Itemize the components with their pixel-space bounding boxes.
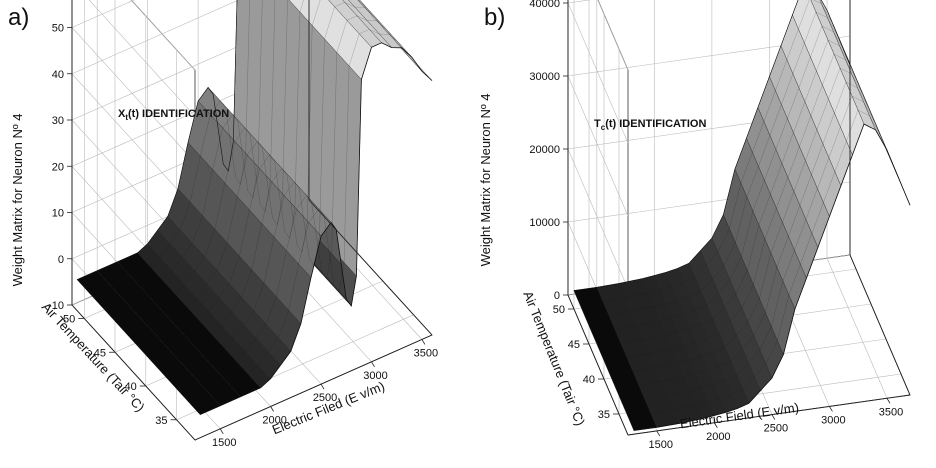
- surface-mesh-line: [113, 0, 276, 321]
- y-tick-label: 35: [598, 409, 610, 421]
- y-tick-label: 50: [553, 304, 565, 316]
- annotation-a: Xt(t) IDENTIFICATION: [118, 108, 229, 122]
- z-tick-label: 10: [52, 208, 64, 220]
- x-tick: [829, 406, 833, 412]
- x-tick: [421, 339, 426, 345]
- surface-mesh-line: [138, 0, 371, 348]
- y-tick-label: 40: [125, 381, 137, 393]
- surface-mesh-line: [609, 67, 887, 375]
- x-tick: [270, 406, 274, 412]
- surface: [573, 0, 911, 431]
- x-tick-label: 2500: [764, 423, 788, 435]
- right-floor-edge: [849, 254, 911, 396]
- z-tick-label: 20000: [529, 144, 560, 156]
- box-frame: [567, 0, 911, 436]
- surface-mesh-line: [187, 29, 420, 402]
- surface-mesh-line: [603, 53, 881, 361]
- chart-panel-b: b) 0100002000030000400005000015002000250…: [468, 0, 936, 468]
- surface-mesh-line: [621, 95, 899, 403]
- z-tick-label: 40: [52, 69, 64, 81]
- right-floor-edge: [308, 199, 433, 336]
- surface-mesh-line: [126, 0, 288, 334]
- z-gridline: [88, 0, 196, 117]
- y-tick-label: 45: [94, 347, 106, 359]
- x-tick: [656, 430, 661, 437]
- surface-mesh-line: [591, 25, 869, 333]
- y-tick-label: 35: [155, 415, 167, 427]
- x-tick-label: 3000: [821, 414, 845, 426]
- annotation-a-main: X: [118, 108, 126, 120]
- z-gridline: [130, 0, 196, 71]
- x-tick-label: 1500: [212, 437, 236, 449]
- annotation-b: Tc(t) IDENTIFICATION: [594, 118, 706, 132]
- z-tick-label: 0: [554, 290, 560, 302]
- z-tick-label: 20: [52, 161, 64, 173]
- y-tick-label: 45: [568, 339, 580, 351]
- z-tick-label: 40000: [529, 0, 560, 10]
- x-tick-label: 2500: [313, 392, 337, 404]
- surface-front-edge: [633, 123, 911, 431]
- x-tick-label: 2000: [706, 431, 730, 443]
- z-tick-label: 30: [52, 115, 64, 127]
- surface: [76, 0, 433, 415]
- y-tick-label: 50: [63, 314, 75, 326]
- surface-mesh-line: [615, 81, 893, 389]
- x-tick: [371, 361, 375, 368]
- annotation-a-sub: t: [125, 113, 129, 123]
- z-gridline: [597, 0, 629, 71]
- panel-letter-b: b): [484, 4, 506, 31]
- surface-mesh-line: [101, 0, 263, 307]
- annotation-b-sub: c: [600, 123, 606, 133]
- surface-mesh-line: [585, 11, 863, 319]
- surface-mesh-line: [89, 0, 250, 294]
- x-tick-label: 3500: [879, 406, 903, 418]
- y-axis-line: [71, 304, 196, 441]
- annotation-b-rest: (t) IDENTIFICATION: [605, 118, 707, 130]
- surface-back-edge: [573, 0, 851, 291]
- x-tick: [771, 414, 776, 420]
- z-axis-label: Weight Matrix for Neuron Nº 4: [478, 94, 493, 267]
- z-tick-label: 30000: [529, 71, 560, 83]
- annotation-a-rest: (t) IDENTIFICATION: [128, 108, 230, 120]
- panel-letter-a: a): [8, 4, 30, 31]
- x-tick: [219, 428, 224, 435]
- z-tick-label: -10: [48, 300, 64, 312]
- x-tick-label: 1500: [649, 439, 673, 451]
- surface-back-edge: [76, 0, 238, 280]
- surface-mesh-line: [175, 15, 408, 388]
- ticks: -100102030405060701500200025003000350035…: [48, 23, 438, 449]
- z-tick-label: 0: [58, 254, 64, 266]
- x-axis-line: [627, 394, 911, 436]
- chart-panel-a: a) -100102030405060701500200025003000350…: [8, 0, 438, 449]
- x-tick-label: 3000: [363, 370, 387, 382]
- surface-plot-b: 0100002000030000400005000015002000250030…: [478, 0, 911, 451]
- surface-mesh-line: [597, 39, 875, 347]
- surface-mesh-line: [627, 109, 905, 417]
- surface-mesh-line: [579, 0, 857, 305]
- y-axis-line: [567, 294, 629, 436]
- x-tick: [713, 422, 718, 428]
- x-tick: [320, 383, 325, 390]
- surface-plot-a: -100102030405060701500200025003000350035…: [10, 0, 438, 449]
- x-tick-label: 2000: [262, 414, 286, 426]
- x-tick: [886, 398, 891, 404]
- x-tick-label: 3500: [414, 347, 438, 359]
- z-tick-label: 10000: [529, 217, 560, 229]
- annotation-b-main: T: [594, 118, 601, 130]
- ticks: 0100002000030000400005000015002000250030…: [529, 0, 903, 451]
- z-axis-label: Weight Matrix for Neuron Nº 4: [10, 114, 25, 287]
- y-tick-label: 40: [583, 374, 595, 386]
- z-tick-label: 50: [52, 23, 64, 35]
- x-axis-line: [194, 334, 433, 441]
- surface-mesh-line: [150, 0, 383, 361]
- surface-front-edge: [199, 42, 433, 415]
- surface-mesh-line: [163, 2, 396, 375]
